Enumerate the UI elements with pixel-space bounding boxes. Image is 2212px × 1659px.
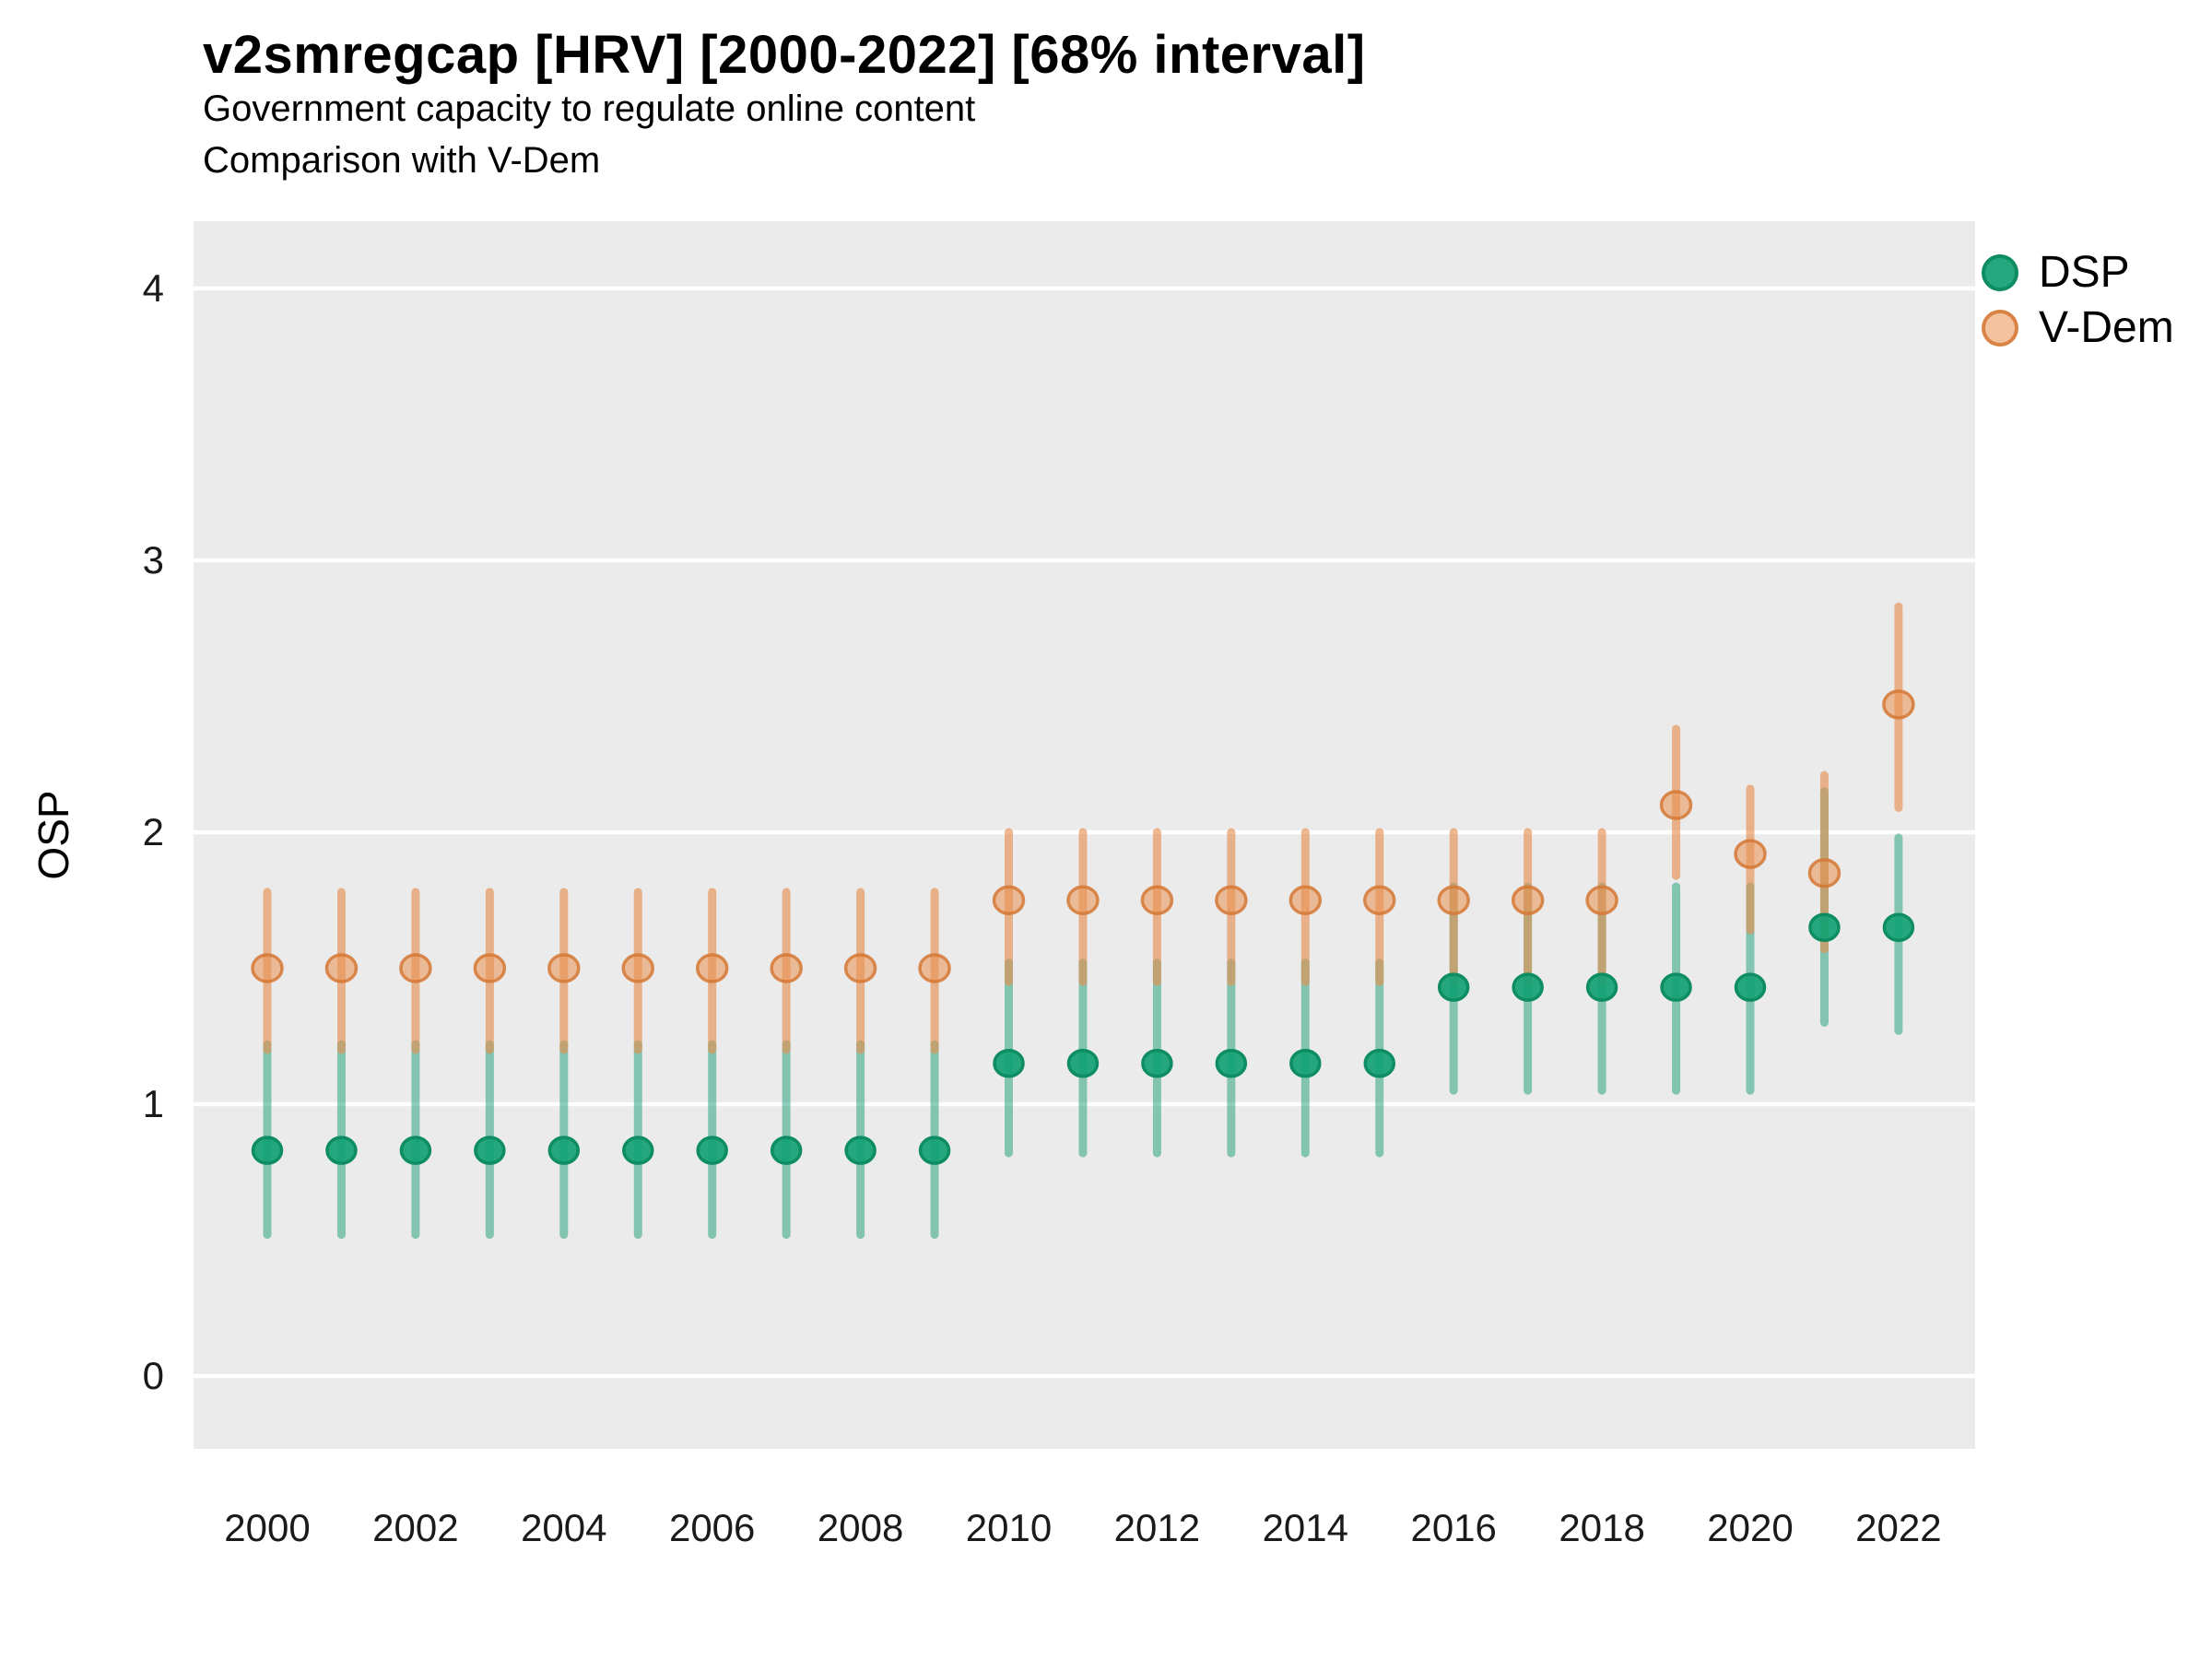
x-tick-2000: 2000: [224, 1506, 311, 1549]
point-dsp-2008: [844, 1135, 877, 1165]
point-vdem-2003: [473, 953, 507, 983]
point-vdem-2004: [547, 953, 581, 983]
point-vdem-2012: [1140, 885, 1174, 915]
point-vdem-2017: [1511, 885, 1545, 915]
legend: DSP V-Dem: [1982, 245, 2174, 356]
point-vdem-2000: [251, 953, 284, 983]
y-tick-2: 2: [142, 810, 164, 853]
point-vdem-2016: [1437, 885, 1470, 915]
point-vdem-2022: [1882, 689, 1915, 720]
chart-subtitle-comparison: Comparison with V-Dem: [203, 140, 601, 181]
point-dsp-2012: [1141, 1049, 1173, 1078]
x-tick-2022: 2022: [1855, 1506, 1942, 1549]
point-vdem-2014: [1288, 885, 1323, 915]
vdem-point-icon: [1982, 310, 2018, 347]
point-dsp-2021: [1808, 912, 1841, 942]
point-vdem-2020: [1734, 839, 1767, 869]
y-axis-title: OSP: [29, 790, 77, 880]
point-vdem-2013: [1215, 885, 1248, 915]
point-dsp-2003: [474, 1135, 506, 1165]
point-dsp-2011: [1066, 1049, 1100, 1078]
point-vdem-2010: [992, 885, 1026, 915]
legend-item-dsp: DSP: [1982, 245, 2174, 300]
point-dsp-2018: [1585, 972, 1618, 1002]
y-tick-4: 4: [142, 266, 164, 310]
point-dsp-2014: [1289, 1049, 1322, 1078]
point-vdem-2006: [695, 953, 729, 983]
point-dsp-2010: [993, 1049, 1025, 1078]
legend-label-dsp: DSP: [2039, 248, 2130, 297]
point-dsp-2005: [622, 1135, 654, 1165]
point-dsp-2013: [1215, 1049, 1248, 1078]
point-dsp-2019: [1660, 972, 1692, 1002]
point-vdem-2002: [399, 953, 432, 983]
x-tick-2018: 2018: [1559, 1506, 1645, 1549]
point-vdem-2019: [1659, 790, 1693, 820]
x-tick-2012: 2012: [1113, 1506, 1201, 1549]
point-dsp-2015: [1363, 1049, 1395, 1078]
point-dsp-2001: [325, 1135, 358, 1165]
point-vdem-2021: [1807, 858, 1841, 888]
point-dsp-2020: [1734, 972, 1767, 1002]
chart-subtitle: Government capacity to regulate online c…: [203, 88, 976, 129]
chart-title: v2smregcap [HRV] [2000-2022] [68% interv…: [203, 25, 1366, 85]
point-vdem-2008: [843, 953, 877, 983]
x-tick-2006: 2006: [668, 1506, 756, 1549]
legend-item-vdem: V-Dem: [1982, 300, 2174, 356]
point-dsp-2022: [1882, 912, 1915, 942]
x-tick-2016: 2016: [1410, 1506, 1497, 1549]
point-vdem-2018: [1585, 885, 1618, 915]
y-tick-1: 1: [142, 1082, 164, 1125]
x-tick-2020: 2020: [1707, 1506, 1794, 1549]
point-dsp-2000: [251, 1135, 284, 1165]
dsp-point-icon: [1982, 254, 2018, 291]
point-dsp-2009: [918, 1135, 951, 1165]
point-dsp-2016: [1437, 972, 1470, 1002]
point-vdem-2011: [1066, 885, 1100, 915]
y-tick-3: 3: [142, 538, 164, 582]
x-tick-2010: 2010: [965, 1506, 1053, 1549]
point-vdem-2015: [1363, 885, 1396, 915]
point-vdem-2001: [324, 953, 359, 983]
point-dsp-2007: [770, 1135, 803, 1165]
point-dsp-2002: [399, 1135, 432, 1165]
y-tick-0: 0: [142, 1354, 164, 1397]
point-vdem-2005: [621, 953, 654, 983]
x-tick-2004: 2004: [521, 1506, 607, 1549]
point-vdem-2007: [770, 953, 803, 983]
x-tick-2002: 2002: [372, 1506, 459, 1549]
point-vdem-2009: [918, 953, 951, 983]
x-tick-2014: 2014: [1262, 1506, 1349, 1549]
x-tick-2008: 2008: [817, 1506, 904, 1549]
legend-label-vdem: V-Dem: [2039, 303, 2174, 352]
point-dsp-2006: [696, 1135, 728, 1165]
point-dsp-2004: [547, 1135, 581, 1165]
point-dsp-2017: [1512, 972, 1544, 1002]
